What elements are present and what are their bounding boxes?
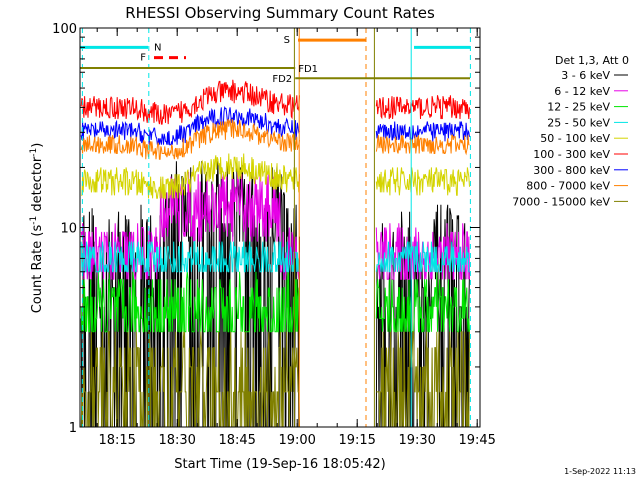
annotation-label-3: F (140, 53, 146, 64)
series-line-5 (81, 153, 470, 199)
legend-label-5: 50 - 100 keV (540, 132, 610, 145)
series-line-4 (80, 241, 470, 273)
annotation-label-6: FD2 (272, 74, 292, 85)
legend-label-7: 300 - 800 keV (533, 164, 610, 177)
axes: 18:15 18:30 18:45 19:00 19:15 19:30 19:45 1 10 10… (52, 22, 496, 448)
annotation-label-1: N (154, 42, 161, 53)
legend-label-9: 7000 - 15000 keV (512, 195, 610, 208)
chart-title: RHESSI Observing Summary Count Rates (125, 4, 435, 22)
legend: 3 - 6 keV 6 - 12 keV 12 - 25 keV 25 - 50 ke… (512, 69, 628, 208)
x-tick-label-5: 19:15 (338, 433, 375, 448)
x-tick-label-6: 19:30 (398, 433, 435, 448)
series-line-8 (80, 118, 470, 160)
y-tick-label-1: 1 (69, 421, 77, 436)
x-tick-label-3: 18:45 (218, 433, 255, 448)
legend-label-4: 25 - 50 keV (547, 116, 610, 129)
series-line-3 (80, 271, 470, 333)
legend-label-8: 800 - 7000 keV (526, 180, 610, 193)
annotation-label-5: FD1 (298, 64, 318, 75)
legend-title: Det 1,3, Att 0 (555, 54, 629, 67)
x-tick-label-7: 19:45 (458, 433, 495, 448)
series-line-6 (80, 79, 470, 125)
legend-label-1: 3 - 6 keV (561, 69, 610, 82)
date-stamp: 1-Sep-2022 11:13 (564, 467, 636, 476)
x-tick-label-4: 19:00 (278, 433, 315, 448)
plot-area: NF S FD1 FD2 (80, 28, 471, 428)
y-axis-label: Count Rate (s-1 detector-1) (29, 143, 45, 314)
annotation-label-4: S (284, 35, 290, 46)
y-tick-label-3: 100 (52, 22, 77, 37)
legend-label-6: 100 - 300 keV (533, 148, 610, 161)
legend-label-2: 6 - 12 keV (554, 85, 610, 98)
y-tick-label-2: 10 (60, 222, 77, 237)
legend-label-3: 12 - 25 keV (547, 101, 610, 114)
x-tick-label-2: 18:30 (158, 433, 195, 448)
x-tick-label-1: 18:15 (98, 433, 135, 448)
x-axis-label: Start Time (19-Sep-16 18:05:42) (174, 457, 385, 472)
